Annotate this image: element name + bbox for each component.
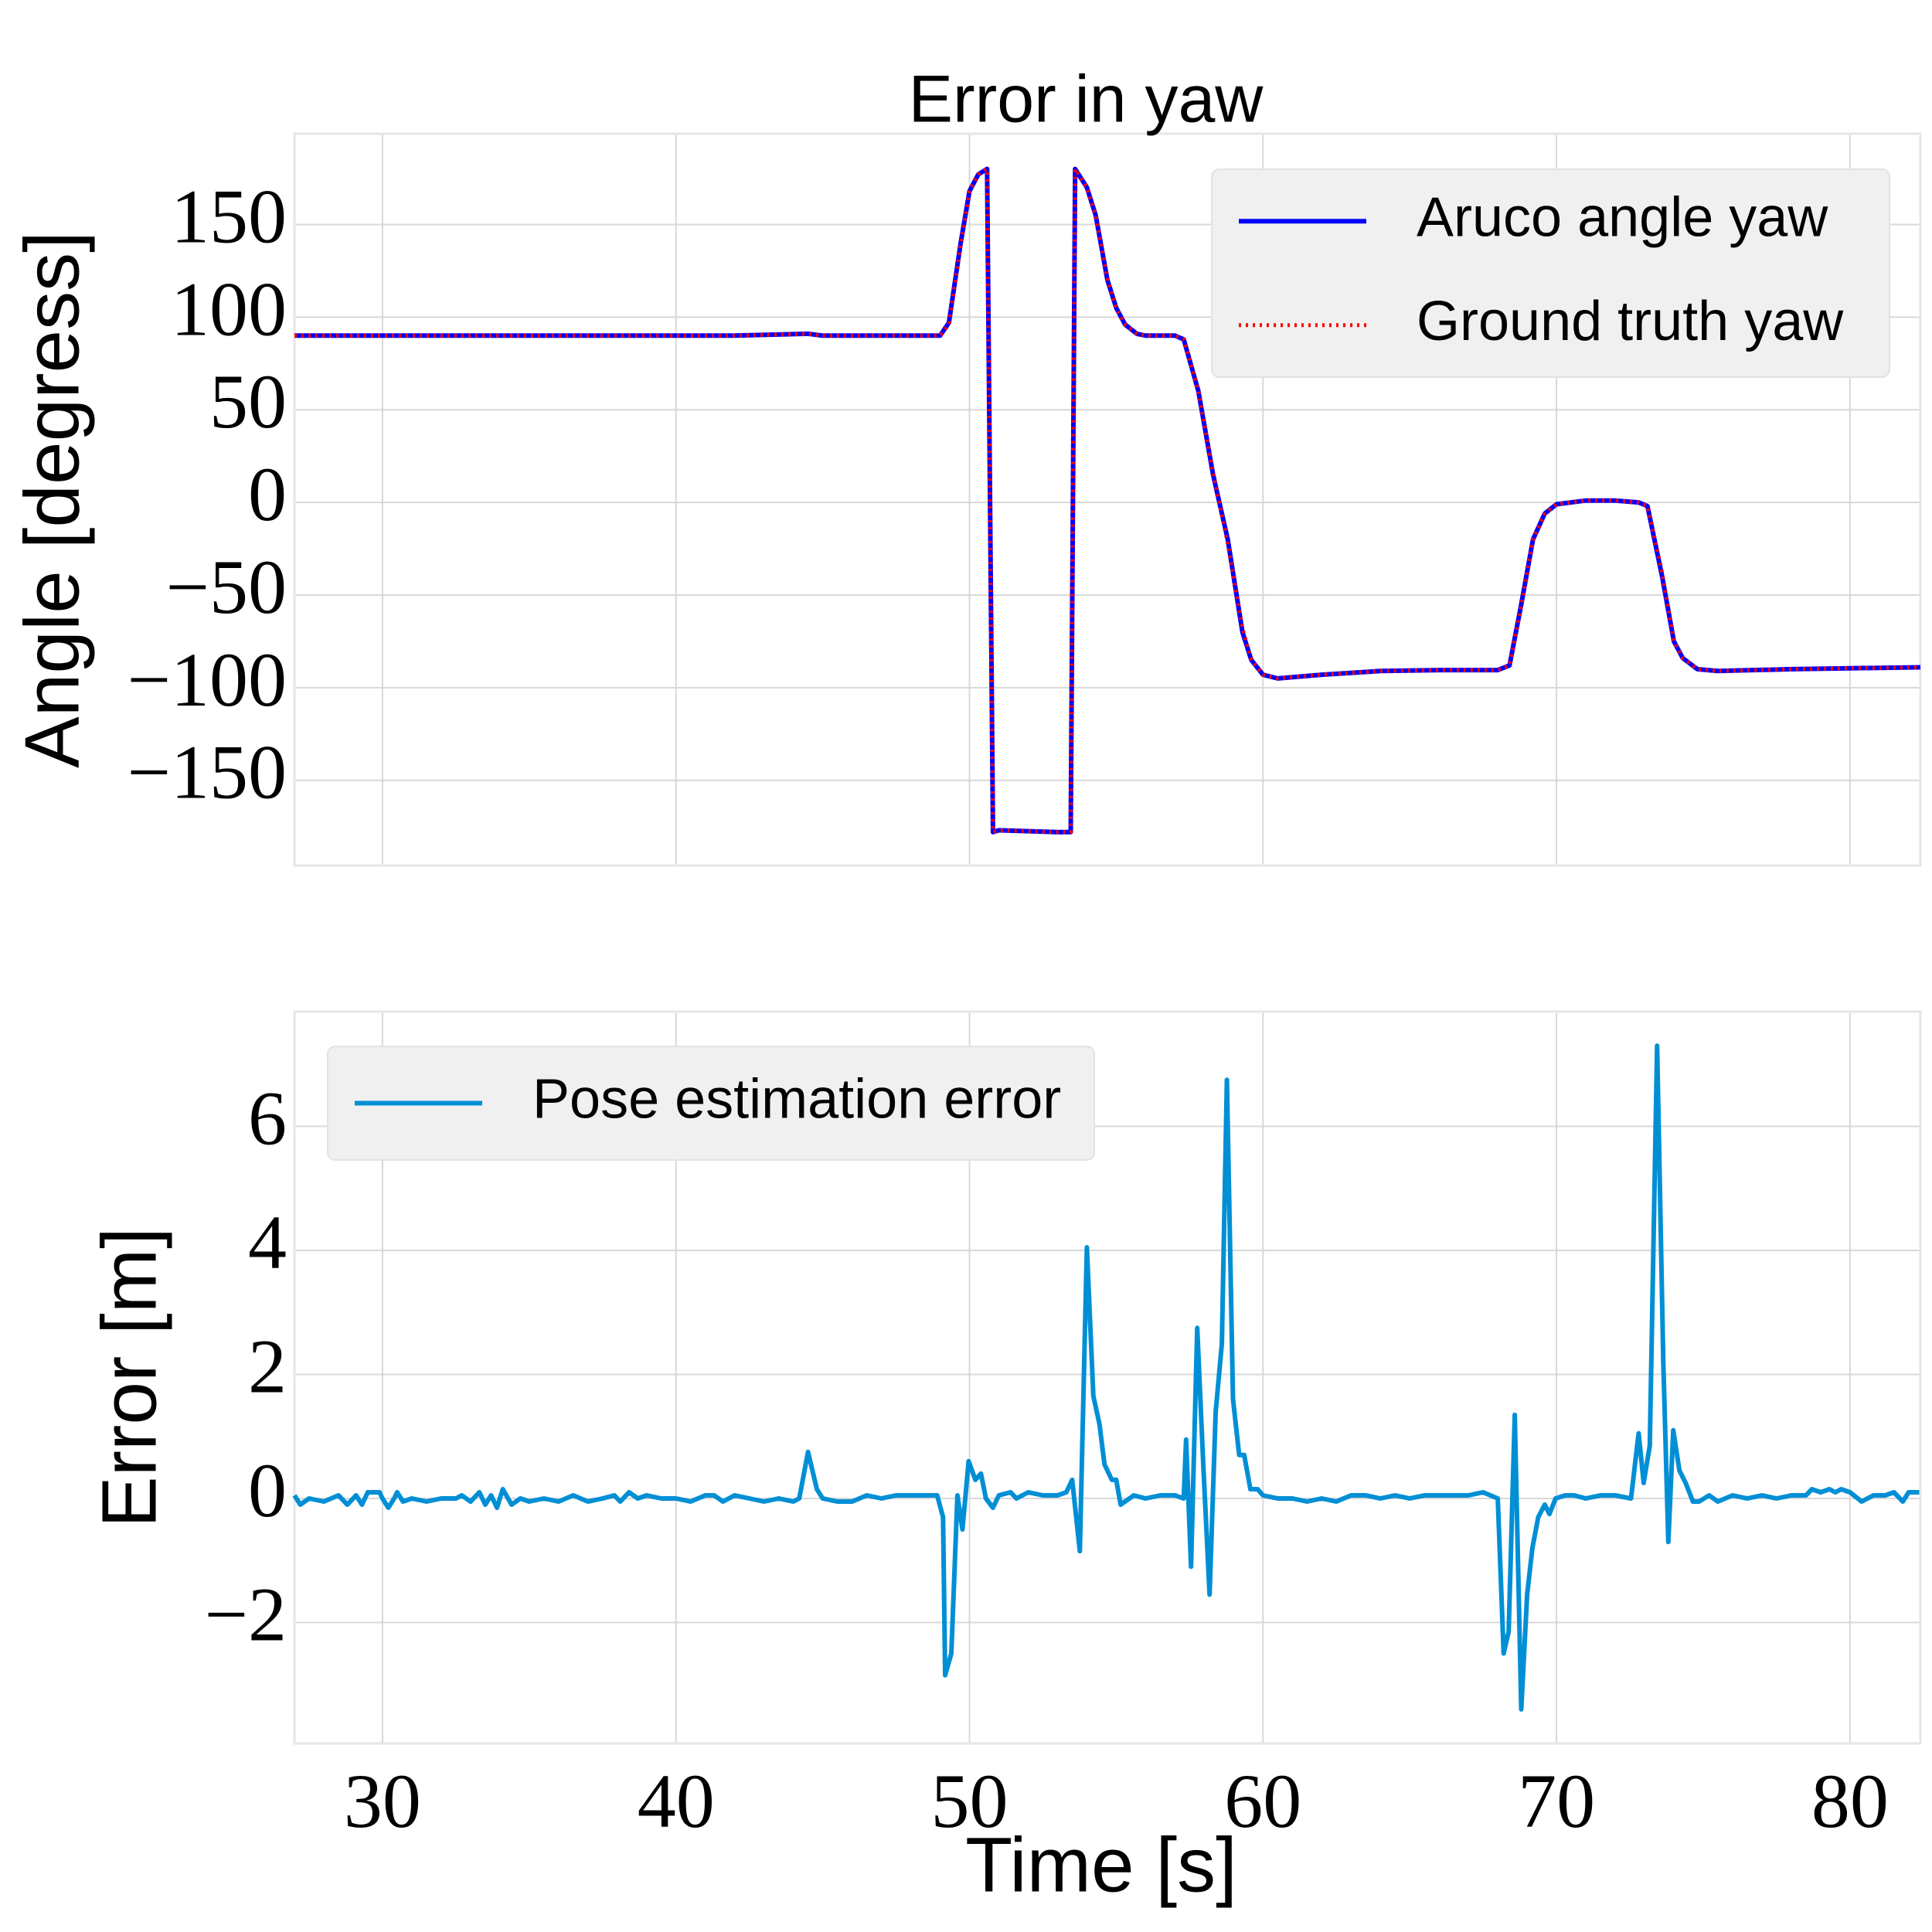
- y-tick-label: −50: [166, 544, 287, 630]
- x-tick-label: 80: [1811, 1758, 1889, 1844]
- plot-frame: [293, 1010, 1922, 1745]
- legend-label: Ground truth yaw: [1417, 291, 1844, 352]
- plot-frame: [293, 132, 1922, 867]
- legend-label: Pose estimation error: [532, 1069, 1061, 1131]
- y-axis-label: Error [m]: [86, 1227, 172, 1528]
- data-line: [294, 167, 1921, 835]
- legend: Pose estimation error: [327, 1046, 1095, 1161]
- x-tick-label: 50: [931, 1758, 1009, 1844]
- legend: Aruco angle yaw Ground truth yaw: [1211, 168, 1890, 378]
- y-tick-label: 150: [171, 173, 287, 259]
- x-tick-label: 60: [1224, 1758, 1301, 1844]
- y-axis-label: Angle [degress]: [9, 231, 95, 768]
- y-tick-label: 0: [248, 451, 287, 537]
- legend-box: [1211, 168, 1890, 378]
- x-tick-label: 70: [1518, 1758, 1595, 1844]
- legend-label: Aruco angle yaw: [1417, 186, 1828, 248]
- y-tick-label: 100: [171, 266, 287, 352]
- y-tick-label: −2: [205, 1571, 287, 1657]
- y-tick-label: −150: [128, 730, 287, 815]
- y-tick-label: −100: [128, 637, 287, 723]
- x-tick-label: 40: [638, 1758, 715, 1844]
- y-tick-label: 6: [248, 1075, 287, 1161]
- y-tick-label: 0: [248, 1447, 287, 1533]
- x-tick-label: 30: [344, 1758, 421, 1844]
- x-axis-label: Time [s]: [965, 1821, 1237, 1908]
- y-tick-label: 50: [209, 359, 287, 444]
- data-line: [292, 1043, 1920, 1712]
- y-tick-label: 2: [248, 1323, 287, 1409]
- chart-title: Error in yaw: [909, 63, 1264, 137]
- y-tick-label: 4: [248, 1199, 287, 1285]
- legend-box: [327, 1046, 1095, 1161]
